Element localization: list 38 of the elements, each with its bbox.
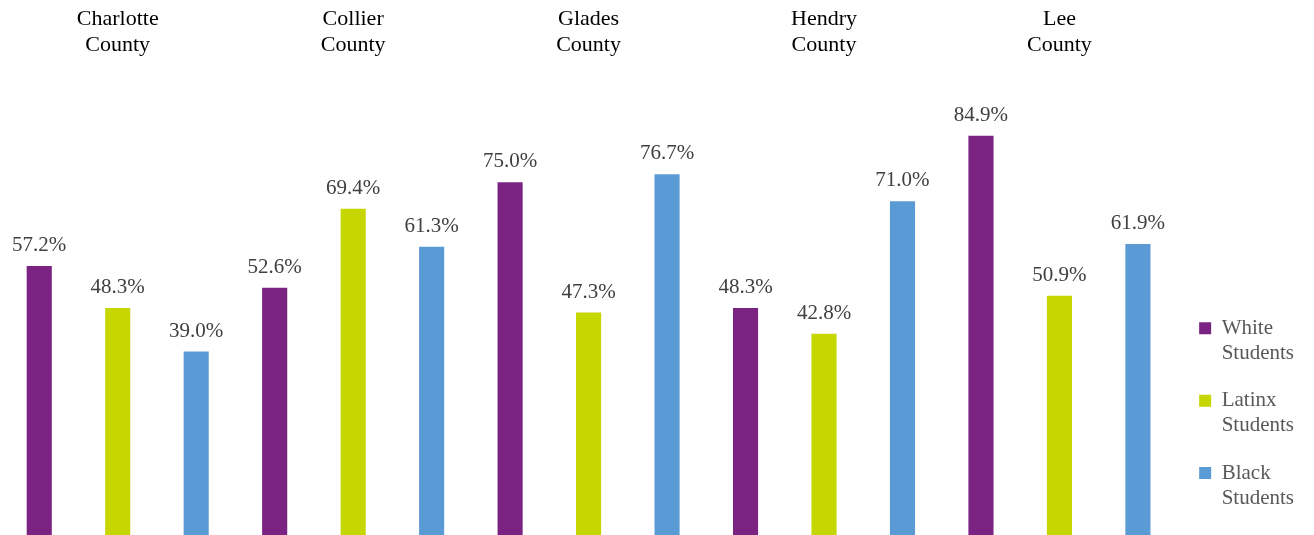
data-label: 69.4% <box>326 174 381 199</box>
x-tick-label: Charlotte County <box>76 4 159 57</box>
data-label: 48.3% <box>90 273 145 298</box>
bar <box>576 312 602 535</box>
bar <box>968 135 994 535</box>
x-tick-label: Hendry County <box>791 4 857 57</box>
data-label: 84.9% <box>953 101 1009 126</box>
bar <box>497 182 523 535</box>
bar <box>732 307 759 535</box>
legend-label: White Students <box>1221 314 1294 365</box>
data-label: 76.7% <box>639 140 695 165</box>
data-label: 57.2% <box>12 232 67 257</box>
data-label: 47.3% <box>561 278 616 303</box>
data-label: 61.9% <box>1110 209 1166 234</box>
data-label: 50.9% <box>1032 261 1087 286</box>
x-tick-label: Glades County <box>556 4 621 57</box>
bar <box>811 333 837 535</box>
data-label: 52.6% <box>247 253 302 278</box>
x-tick-label: Lee County <box>1027 4 1092 57</box>
bar <box>654 174 680 535</box>
data-label: 42.8% <box>796 299 852 324</box>
data-label: 75.0% <box>482 148 538 173</box>
legend-label: Latinx Students <box>1221 387 1294 437</box>
legend-label: Black Students <box>1221 459 1294 509</box>
data-label: 61.3% <box>404 212 459 237</box>
data-label: 71.0% <box>875 167 930 192</box>
bar <box>1125 243 1151 535</box>
bar <box>262 287 288 535</box>
bar <box>105 307 131 535</box>
x-tick-label: Collier County <box>320 4 386 57</box>
data-label: 48.3% <box>718 273 773 298</box>
data-label: 39.0% <box>169 317 224 342</box>
bar <box>183 351 209 535</box>
bar <box>419 246 445 535</box>
bar <box>1046 295 1072 535</box>
bar <box>889 201 916 535</box>
bar <box>26 266 52 535</box>
bar <box>340 208 366 535</box>
